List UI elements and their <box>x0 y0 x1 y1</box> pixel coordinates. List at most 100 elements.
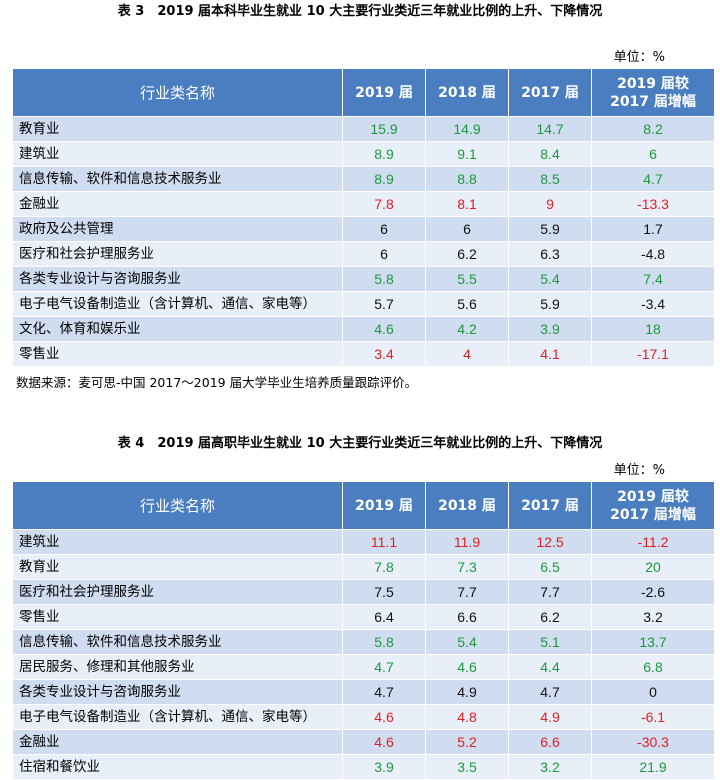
row-name: 政府及公共管理 <box>12 216 343 242</box>
value-2018: 6.2 <box>425 241 509 267</box>
value-2019: 4.6 <box>342 316 426 342</box>
table-row: 信息传输、软件和信息技术服务业 8.9 8.8 8.5 4.7 <box>12 166 715 192</box>
row-name: 建筑业 <box>12 141 343 167</box>
value-2018: 8.1 <box>425 191 509 217</box>
table4-unit: 单位：% <box>613 463 665 478</box>
table3-header-change: 2019 届较 2017 届增幅 <box>591 68 715 117</box>
value-2019: 8.9 <box>342 166 426 192</box>
value-change: 4.7 <box>591 166 715 192</box>
value-2017: 7.7 <box>508 579 592 605</box>
value-2018: 5.6 <box>425 291 509 317</box>
value-2019: 7.8 <box>342 191 426 217</box>
value-2017: 9 <box>508 191 592 217</box>
value-change: 3.2 <box>591 604 715 630</box>
value-2019: 6 <box>342 241 426 267</box>
value-2019: 4.7 <box>342 679 426 705</box>
value-2018: 6 <box>425 216 509 242</box>
table-row: 建筑业 8.9 9.1 8.4 6 <box>12 141 715 167</box>
value-2018: 6.6 <box>425 604 509 630</box>
value-2017: 4.9 <box>508 704 592 730</box>
table3-header-2018: 2018 届 <box>425 68 509 117</box>
value-2018: 4.8 <box>425 704 509 730</box>
value-change: -4.8 <box>591 241 715 267</box>
value-2018: 14.9 <box>425 116 509 142</box>
table-row: 医疗和社会护理服务业 7.5 7.7 7.7 -2.6 <box>12 579 715 605</box>
table4-header-row: 行业类名称 2019 届 2018 届 2017 届 2019 届较 2017 … <box>12 481 715 530</box>
value-2019: 8.9 <box>342 141 426 167</box>
value-2018: 5.5 <box>425 266 509 292</box>
table3-header-2017: 2017 届 <box>508 68 592 117</box>
row-name: 文化、体育和娱乐业 <box>12 316 343 342</box>
row-name: 信息传输、软件和信息技术服务业 <box>12 166 343 192</box>
value-2019: 11.1 <box>342 529 426 555</box>
value-2017: 8.4 <box>508 141 592 167</box>
value-2018: 7.3 <box>425 554 509 580</box>
value-2019: 7.8 <box>342 554 426 580</box>
value-change: -17.1 <box>591 341 715 367</box>
table-row: 零售业 6.4 6.6 6.2 3.2 <box>12 604 715 630</box>
row-name: 建筑业 <box>12 529 343 555</box>
value-2018: 3.5 <box>425 754 509 780</box>
value-2018: 11.9 <box>425 529 509 555</box>
value-2019: 6 <box>342 216 426 242</box>
table-row: 电子电气设备制造业（含计算机、通信、家电等） 4.6 4.8 4.9 -6.1 <box>12 704 715 730</box>
value-2019: 5.7 <box>342 291 426 317</box>
value-2018: 9.1 <box>425 141 509 167</box>
table-row: 各类专业设计与咨询服务业 4.7 4.9 4.7 0 <box>12 679 715 705</box>
value-change: 1.7 <box>591 216 715 242</box>
row-name: 居民服务、修理和其他服务业 <box>12 654 343 680</box>
value-change: 13.7 <box>591 629 715 655</box>
value-2017: 8.5 <box>508 166 592 192</box>
value-2019: 3.9 <box>342 754 426 780</box>
value-2017: 12.5 <box>508 529 592 555</box>
value-2017: 6.5 <box>508 554 592 580</box>
value-2017: 5.9 <box>508 216 592 242</box>
table-row: 政府及公共管理 6 6 5.9 1.7 <box>12 216 715 242</box>
table-row: 教育业 15.9 14.9 14.7 8.2 <box>12 116 715 142</box>
value-2017: 6.6 <box>508 729 592 755</box>
value-2018: 4.2 <box>425 316 509 342</box>
value-2017: 5.4 <box>508 266 592 292</box>
table4-header-2019: 2019 届 <box>342 481 426 530</box>
value-2018: 4.6 <box>425 654 509 680</box>
table3-caption: 表 3 2019 届本科毕业生就业 10 大主要行业类近三年就业比例的上升、下降… <box>117 4 603 19</box>
value-2017: 6.3 <box>508 241 592 267</box>
value-2017: 4.7 <box>508 679 592 705</box>
value-2018: 5.4 <box>425 629 509 655</box>
value-2018: 8.8 <box>425 166 509 192</box>
row-name: 医疗和社会护理服务业 <box>12 241 343 267</box>
value-2019: 7.5 <box>342 579 426 605</box>
row-name: 零售业 <box>12 604 343 630</box>
table-row: 电子电气设备制造业（含计算机、通信、家电等） 5.7 5.6 5.9 -3.4 <box>12 291 715 317</box>
value-2017: 6.2 <box>508 604 592 630</box>
value-2019: 4.6 <box>342 729 426 755</box>
value-2019: 5.8 <box>342 266 426 292</box>
row-name: 金融业 <box>12 191 343 217</box>
value-2017: 5.9 <box>508 291 592 317</box>
value-2017: 3.9 <box>508 316 592 342</box>
table3-header-2019: 2019 届 <box>342 68 426 117</box>
value-2018: 7.7 <box>425 579 509 605</box>
table-row: 零售业 3.4 4 4.1 -17.1 <box>12 341 715 367</box>
value-2019: 6.4 <box>342 604 426 630</box>
value-2018: 5.2 <box>425 729 509 755</box>
value-2019: 5.8 <box>342 629 426 655</box>
value-change: 7.4 <box>591 266 715 292</box>
value-change: -3.4 <box>591 291 715 317</box>
value-change: 8.2 <box>591 116 715 142</box>
value-change: -30.3 <box>591 729 715 755</box>
table-row: 金融业 7.8 8.1 9 -13.3 <box>12 191 715 217</box>
row-name: 电子电气设备制造业（含计算机、通信、家电等） <box>12 704 343 730</box>
value-2019: 3.4 <box>342 341 426 367</box>
value-change: 6.8 <box>591 654 715 680</box>
row-name: 各类专业设计与咨询服务业 <box>12 266 343 292</box>
table4-header-name: 行业类名称 <box>12 481 343 530</box>
row-name: 各类专业设计与咨询服务业 <box>12 679 343 705</box>
table-row: 居民服务、修理和其他服务业 4.7 4.6 4.4 6.8 <box>12 654 715 680</box>
table3-source: 数据来源：麦可思-中国 2017～2019 届大学毕业生培养质量跟踪评价。 <box>16 375 418 390</box>
value-change: 18 <box>591 316 715 342</box>
value-2019: 4.7 <box>342 654 426 680</box>
table-row: 教育业 7.8 7.3 6.5 20 <box>12 554 715 580</box>
value-change: -13.3 <box>591 191 715 217</box>
value-2017: 5.1 <box>508 629 592 655</box>
